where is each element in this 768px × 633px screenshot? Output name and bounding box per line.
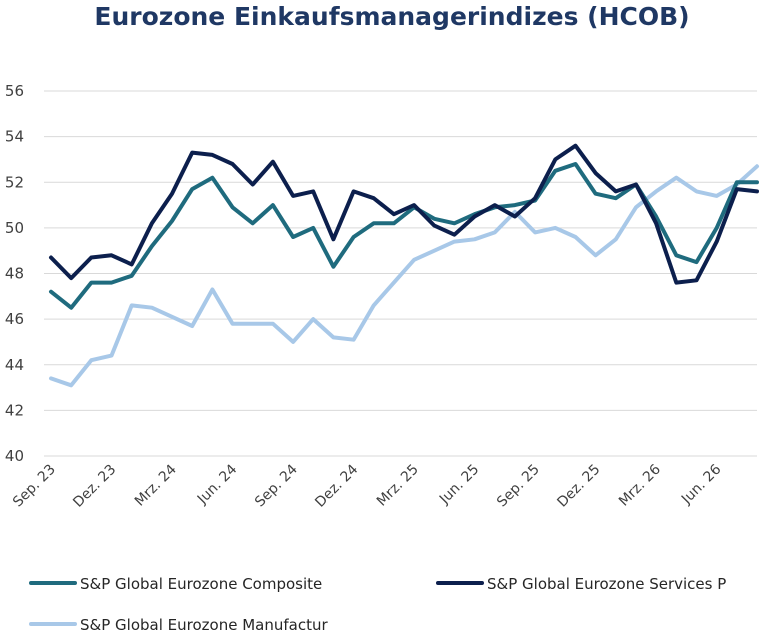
y-tick-label: 44 bbox=[5, 356, 24, 374]
y-tick-label: 48 bbox=[5, 265, 24, 283]
y-tick-label: 52 bbox=[5, 173, 24, 191]
y-tick-label: 42 bbox=[5, 401, 24, 419]
y-tick-label: 50 bbox=[5, 219, 24, 237]
x-tick-label: Mrz. 26 bbox=[616, 461, 664, 509]
x-tick-label: Sep. 24 bbox=[252, 461, 301, 510]
x-tick-label: Mrz. 24 bbox=[132, 461, 180, 509]
series-line-2 bbox=[49, 164, 759, 388]
series-lines bbox=[49, 143, 759, 388]
x-tick-label: Jun. 26 bbox=[678, 461, 724, 507]
y-tick-label: 56 bbox=[5, 82, 24, 100]
x-tick-label: Mrz. 25 bbox=[374, 462, 422, 510]
y-tick-label: 46 bbox=[5, 310, 24, 328]
x-tick-label: Sep. 25 bbox=[494, 462, 543, 511]
chart-title: Eurozone Einkaufsmanagerindizes (HCOB) bbox=[94, 2, 689, 31]
legend-label: S&P Global Eurozone Manufactur bbox=[80, 616, 328, 633]
x-tick-label: Jun. 24 bbox=[194, 461, 240, 507]
x-tick-label: Dez. 23 bbox=[70, 462, 119, 511]
x-tick-label: Dez. 24 bbox=[312, 461, 361, 510]
series-line-1 bbox=[49, 143, 759, 285]
legend: S&P Global Eurozone Composite S&P Global … bbox=[29, 575, 726, 633]
x-axis: Sep. 23 Dez. 23 Mrz. 24 Jun. 24 Sep. 24 Dez. … bbox=[10, 461, 725, 510]
x-tick-label: Dez. 25 bbox=[554, 462, 603, 511]
x-tick-label: Jun. 25 bbox=[436, 462, 482, 508]
y-tick-label: 40 bbox=[5, 447, 24, 465]
y-tick-label: 54 bbox=[5, 128, 24, 146]
legend-label: S&P Global Eurozone Composite bbox=[80, 575, 322, 593]
y-axis: 40 42 44 46 48 50 52 54 56 bbox=[5, 82, 24, 465]
series-line-0 bbox=[49, 162, 759, 310]
x-tick-label: Sep. 23 bbox=[10, 462, 59, 511]
legend-label: S&P Global Eurozone Services P bbox=[487, 575, 726, 593]
